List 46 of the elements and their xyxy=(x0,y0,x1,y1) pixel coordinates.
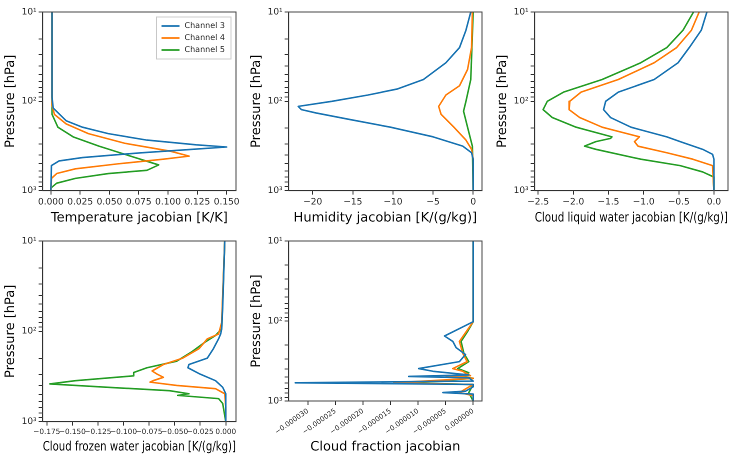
x-axis-title: Cloud fraction jacobian xyxy=(310,440,460,455)
x-tick-label: 0.0 xyxy=(706,197,722,208)
y-axis-title: Pressure [hPa] xyxy=(3,284,18,378)
y-tick-label: 10² xyxy=(22,326,38,337)
y-axis-title: Pressure [hPa] xyxy=(495,54,510,148)
x-tick-label: −0.5 xyxy=(668,197,690,208)
x-tick-label: −1.0 xyxy=(632,197,655,208)
legend-label: Channel 4 xyxy=(184,33,226,42)
x-tick-label: 0.125 xyxy=(184,197,210,208)
x-tick-label: 0 xyxy=(470,197,476,208)
y-axis-title: Pressure [hPa] xyxy=(3,54,18,148)
x-tick-label: 0.100 xyxy=(155,197,182,208)
x-tick-label: −10 xyxy=(383,197,403,208)
x-tick-label: 0.075 xyxy=(126,197,152,208)
x-axis-title: Cloud frozen water jacobian [K/(g/kg)] xyxy=(42,438,236,454)
y-tick-label: 10¹ xyxy=(22,236,38,246)
y-axis-title: Pressure [hPa] xyxy=(249,274,264,368)
y-tick-label: 10¹ xyxy=(514,7,530,18)
y-tick-label: 10¹ xyxy=(22,7,38,18)
y-tick-label: 10³ xyxy=(268,186,284,196)
y-tick-label: 10³ xyxy=(22,186,38,196)
x-tick-label: −15 xyxy=(343,197,362,208)
y-tick-label: 10² xyxy=(22,96,38,107)
x-tick-label: 0.150 xyxy=(214,197,240,208)
y-tick-label: 10³ xyxy=(268,396,284,406)
y-tick-label: 10¹ xyxy=(268,236,284,246)
x-tick-label: −20 xyxy=(303,197,322,208)
x-tick-label: −1.5 xyxy=(598,197,620,208)
y-tick-label: 10³ xyxy=(22,416,38,427)
y-tick-label: 10² xyxy=(514,96,530,107)
legend-label: Channel 5 xyxy=(184,45,226,54)
x-axis-title: Cloud liquid water jacobian [K/(g/kg)] xyxy=(534,209,728,225)
y-tick-label: 10² xyxy=(268,96,284,107)
x-tick-label: −2.0 xyxy=(562,197,585,208)
y-tick-label: 10² xyxy=(268,316,284,326)
y-axis-title: Pressure [hPa] xyxy=(249,54,264,148)
legend-label: Channel 3 xyxy=(184,21,226,30)
x-tick-label: −5 xyxy=(426,197,440,208)
y-tick-label: 10³ xyxy=(514,186,530,196)
x-tick-label: 0.050 xyxy=(96,197,123,208)
y-tick-label: 10¹ xyxy=(268,7,284,18)
x-tick-label: 0.000 xyxy=(38,197,64,208)
x-axis-title: Temperature jacobian [K/K] xyxy=(50,210,228,226)
x-tick-label: 0.025 xyxy=(67,197,94,208)
x-axis-title: Humidity jacobian [K/(g/kg)] xyxy=(294,210,478,226)
x-tick-label: −2.5 xyxy=(527,197,550,208)
